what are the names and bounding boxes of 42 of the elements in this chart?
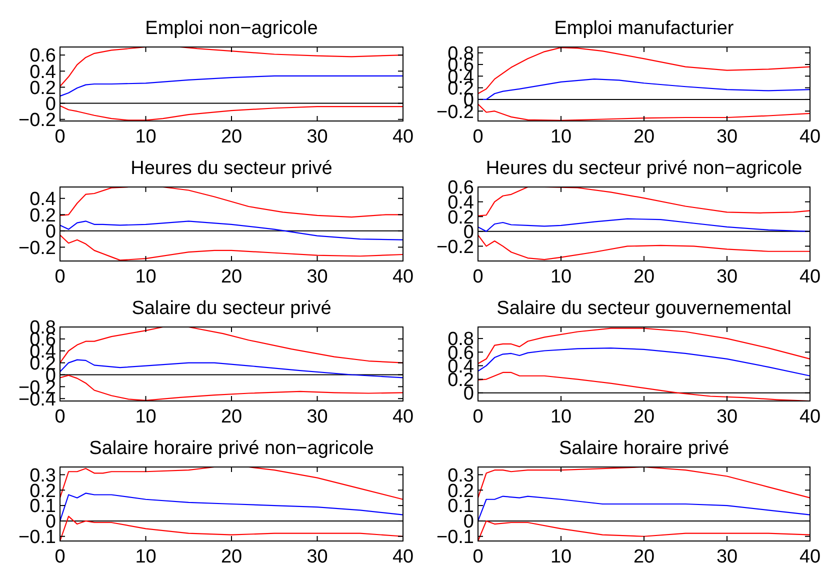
x-tick-label: 20	[633, 546, 655, 568]
x-tick-label: 30	[716, 266, 738, 288]
x-tick-label: 10	[550, 546, 572, 568]
x-tick-label: 30	[306, 546, 328, 568]
x-tick-label: 20	[633, 266, 655, 288]
x-tick-label: 10	[135, 546, 156, 568]
x-tick-label: 10	[550, 266, 572, 288]
y-tick-label: −0.2	[18, 238, 56, 259]
x-tick-label: 20	[220, 266, 242, 288]
x-tick-label: 40	[392, 126, 414, 148]
x-tick-label: 40	[392, 406, 414, 428]
x-tick-label: 30	[716, 546, 738, 568]
x-tick-label: 20	[220, 126, 242, 148]
x-tick-label: 20	[220, 406, 242, 428]
x-tick-label: 30	[306, 126, 328, 148]
x-tick-label: 30	[306, 266, 328, 288]
chart-title: Salaire horaire privé	[558, 438, 730, 459]
x-tick-label: 20	[633, 126, 655, 148]
chart-title: Salaire du secteur privé	[132, 298, 332, 319]
x-tick-label: 40	[799, 406, 821, 428]
chart-title: Emploi non−agricole	[145, 18, 318, 39]
x-tick-label: 40	[392, 266, 414, 288]
chart-title: Salaire du secteur gouvernemental	[496, 298, 792, 319]
chart-title: Emploi manufacturier	[554, 18, 734, 39]
y-tick-label: −0.2	[18, 110, 56, 132]
chart-title: Salaire horaire privé non−agricole	[89, 438, 374, 459]
x-tick-label: 10	[550, 126, 572, 148]
x-tick-label: 10	[135, 266, 156, 288]
x-tick-label: 10	[135, 406, 156, 428]
x-tick-label: 10	[135, 126, 156, 148]
x-tick-label: 20	[633, 406, 655, 428]
x-tick-label: 30	[716, 126, 738, 148]
x-tick-label: 40	[392, 546, 414, 568]
x-tick-label: 40	[799, 546, 821, 568]
chart-title: Heures du secteur privé	[130, 158, 332, 179]
x-tick-label: 40	[799, 266, 821, 288]
x-tick-label: 10	[550, 406, 572, 428]
chart-title: Heures du secteur privé non−agricole	[486, 158, 802, 179]
x-tick-label: 30	[716, 406, 738, 428]
x-tick-label: 30	[306, 406, 328, 428]
x-tick-label: 40	[799, 126, 821, 148]
x-tick-label: 20	[220, 546, 242, 568]
